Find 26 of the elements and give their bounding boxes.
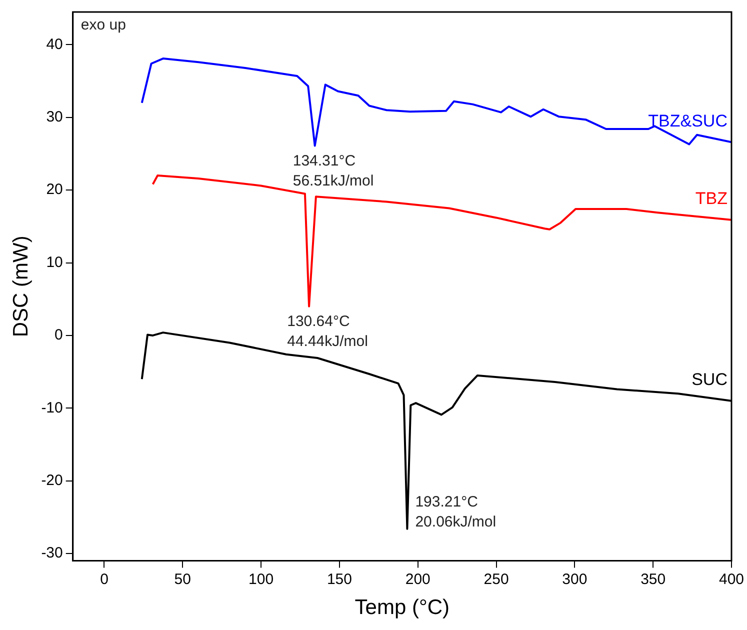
y-tick-label: 20 bbox=[46, 181, 63, 198]
x-tick-label: 0 bbox=[100, 570, 108, 588]
annotation: 193.21°C 20.06kJ/mol bbox=[415, 493, 496, 530]
x-tick-label: 250 bbox=[484, 570, 509, 588]
annotation: 130.64°C 44.44kJ/mol bbox=[287, 313, 368, 350]
y-tick-label: -20 bbox=[41, 472, 63, 489]
x-tick-label: 50 bbox=[174, 570, 191, 588]
y-tick-label: -10 bbox=[41, 399, 63, 416]
y-tick-label: 30 bbox=[46, 108, 63, 126]
annotation: exo up bbox=[80, 16, 126, 34]
x-tick-label: 150 bbox=[326, 570, 352, 588]
y-tick-label: 10 bbox=[46, 254, 63, 271]
y-tick-label: -30 bbox=[41, 544, 63, 562]
x-tick-label: 200 bbox=[405, 570, 430, 588]
y-tick-label: 0 bbox=[54, 326, 63, 344]
x-tick-label: 100 bbox=[248, 570, 274, 588]
x-tick-label: 400 bbox=[718, 570, 744, 588]
annotation: 134.31°C 56.51kJ/mol bbox=[292, 152, 374, 190]
series-label: TBZ bbox=[695, 189, 728, 208]
x-tick-label: 300 bbox=[562, 570, 588, 588]
series-label: TBZ&SUC bbox=[648, 111, 728, 130]
y-tick-label: 40 bbox=[46, 36, 63, 53]
series-label: SUC bbox=[692, 370, 728, 390]
x-tick-label: 350 bbox=[640, 570, 666, 588]
x-axis-title: Temp (°C) bbox=[354, 596, 450, 620]
y-axis-title: DSC (mW) bbox=[9, 236, 32, 338]
